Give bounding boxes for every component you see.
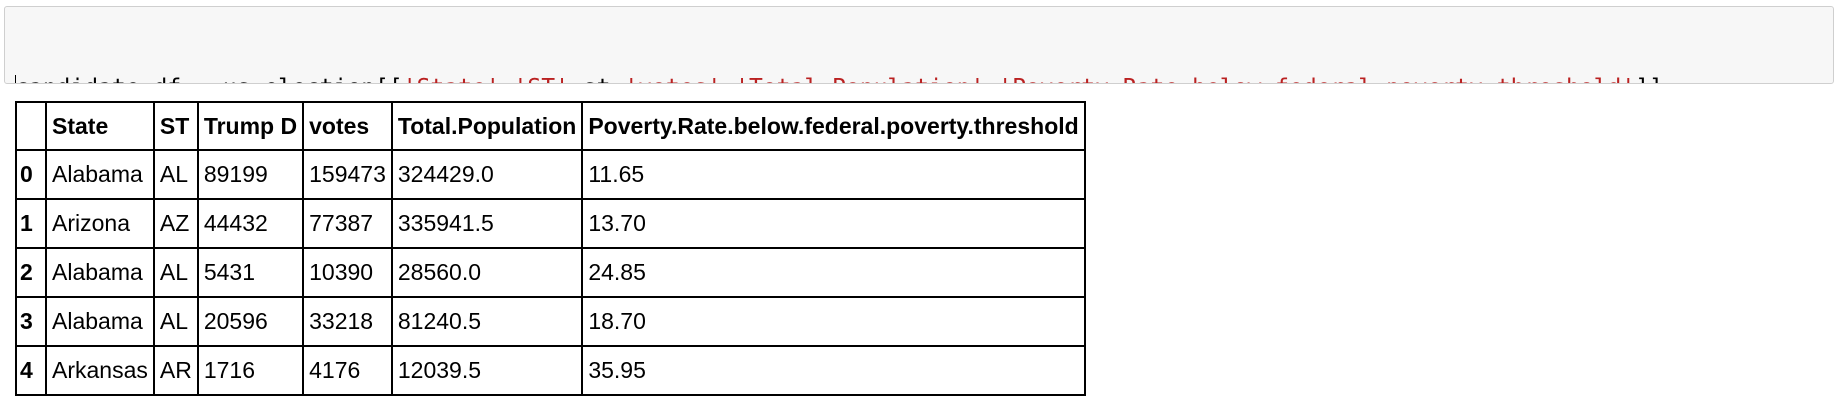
table-cell: 77387 xyxy=(302,198,393,249)
code-token: , xyxy=(721,75,735,83)
table-cell: 5431 xyxy=(196,247,305,298)
table-cell: 18.70 xyxy=(581,296,1086,347)
table-cell: 13.70 xyxy=(581,198,1086,249)
text-cursor xyxy=(15,75,16,83)
code-token: ,st, xyxy=(569,75,624,83)
column-header-state: State xyxy=(45,101,155,151)
table-cell: 44432 xyxy=(196,198,305,249)
code-line-1: candidate_df = us_election[['State','ST'… xyxy=(15,74,1833,83)
table-cell: Arizona xyxy=(45,198,155,249)
table-cell: AL xyxy=(152,149,199,200)
table-header-row: State ST Trump D votes Total.Population … xyxy=(15,101,1086,151)
table-cell: 159473 xyxy=(302,149,393,200)
table-cell: Arkansas xyxy=(45,345,155,396)
table-cell: AL xyxy=(152,247,199,298)
column-header-total-population: Total.Population xyxy=(390,101,584,151)
table-cell: 10390 xyxy=(302,247,393,298)
code-input-cell[interactable]: candidate_df = us_election[['State','ST'… xyxy=(4,6,1834,84)
table-cell: 33218 xyxy=(302,296,393,347)
row-index: 0 xyxy=(15,149,47,200)
table-cell: 1716 xyxy=(196,345,305,396)
code-string-token: 'ST' xyxy=(514,75,569,83)
row-index: 1 xyxy=(15,198,47,249)
row-index: 2 xyxy=(15,247,47,298)
table-row: 0 Alabama AL 89199 159473 324429.0 11.65 xyxy=(15,149,1086,200)
table-cell: 11.65 xyxy=(581,149,1086,200)
table-cell: 324429.0 xyxy=(390,149,584,200)
code-string-token: 'State' xyxy=(403,75,500,83)
column-header-st: ST xyxy=(152,101,199,151)
table-cell: AZ xyxy=(152,198,199,249)
table-row: 3 Alabama AL 20596 33218 81240.5 18.70 xyxy=(15,296,1086,347)
column-header-poverty-rate: Poverty.Rate.below.federal.poverty.thres… xyxy=(581,101,1086,151)
table-cell: Alabama xyxy=(45,149,155,200)
code-string-token: 'Total.Population' xyxy=(735,75,984,83)
table-cell: Alabama xyxy=(45,247,155,298)
table-cell: 28560.0 xyxy=(390,247,584,298)
row-index: 4 xyxy=(15,345,47,396)
table-cell: 89199 xyxy=(196,149,305,200)
table-cell: Alabama xyxy=(45,296,155,347)
table-cell: AR xyxy=(152,345,199,396)
table-cell: 12039.5 xyxy=(390,345,584,396)
table-cell: 335941.5 xyxy=(390,198,584,249)
code-string-token: 'votes' xyxy=(624,75,721,83)
table-row: 1 Arizona AZ 44432 77387 335941.5 13.70 xyxy=(15,198,1086,249)
table-cell: 35.95 xyxy=(581,345,1086,396)
table-cell: 20596 xyxy=(196,296,305,347)
code-token: , xyxy=(500,75,514,83)
table-row: 2 Alabama AL 5431 10390 28560.0 24.85 xyxy=(15,247,1086,298)
index-header xyxy=(15,101,47,151)
table-row: 4 Arkansas AR 1716 4176 12039.5 35.95 xyxy=(15,345,1086,396)
table-cell: 81240.5 xyxy=(390,296,584,347)
code-string-token: 'Poverty.Rate.below.federal.poverty.thre… xyxy=(998,75,1635,83)
dataframe-output-table: State ST Trump D votes Total.Population … xyxy=(15,101,1086,396)
row-index: 3 xyxy=(15,296,47,347)
table-cell: AL xyxy=(152,296,199,347)
code-token: ]] xyxy=(1635,75,1663,83)
column-header-votes: votes xyxy=(302,101,393,151)
table-cell: 4176 xyxy=(302,345,393,396)
code-token: candidate_df = us_election[[ xyxy=(15,75,403,83)
column-header-trump-d: Trump D xyxy=(196,101,305,151)
table-cell: 24.85 xyxy=(581,247,1086,298)
code-token: , xyxy=(984,75,998,83)
